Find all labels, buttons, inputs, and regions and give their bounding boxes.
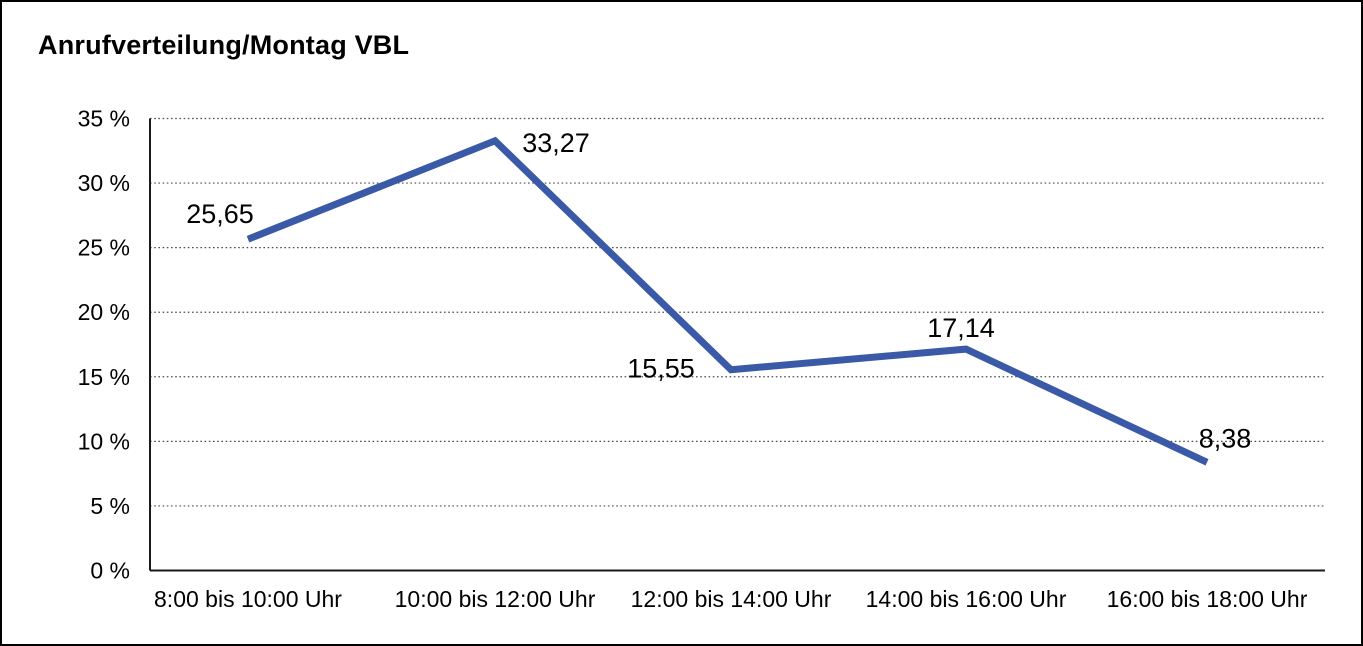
y-tick-label: 30 %	[78, 170, 130, 196]
y-tick-label: 0 %	[90, 558, 130, 584]
x-category-label: 16:00 bis 18:00 Uhr	[1107, 586, 1308, 612]
chart-title: Anrufverteilung/Montag VBL	[38, 30, 410, 60]
x-category-label: 8:00 bis 10:00 Uhr	[154, 586, 342, 612]
data-label: 17,14	[927, 313, 995, 343]
y-tick-label: 15 %	[78, 364, 130, 390]
y-tick-label: 10 %	[78, 428, 130, 454]
y-tick-label: 5 %	[90, 493, 130, 519]
x-category-label: 12:00 bis 14:00 Uhr	[631, 586, 832, 612]
data-label: 15,55	[627, 354, 695, 384]
y-tick-label: 35 %	[78, 106, 130, 132]
data-label: 33,27	[522, 128, 590, 158]
x-category-label: 14:00 bis 16:00 Uhr	[866, 586, 1067, 612]
x-category-label: 10:00 bis 12:00 Uhr	[395, 586, 596, 612]
y-tick-label: 25 %	[78, 235, 130, 261]
data-label: 25,65	[186, 199, 254, 229]
data-series-line	[246, 136, 1209, 466]
data-label: 8,38	[1199, 423, 1252, 453]
y-tick-label: 20 %	[78, 299, 130, 325]
